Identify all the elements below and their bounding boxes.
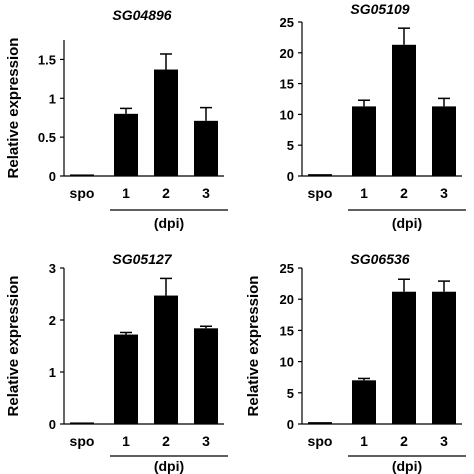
chart-1-ytick-label: 0 bbox=[287, 169, 294, 184]
chart-3-category-label: spo bbox=[308, 433, 333, 449]
chart-1-bar-spo bbox=[308, 174, 332, 176]
chart-2-title: SG05127 bbox=[112, 251, 172, 267]
chart-2-ylabel: Relative expression bbox=[5, 276, 22, 417]
chart-2-category-label: 1 bbox=[122, 433, 130, 449]
chart-3-ytick-label: 15 bbox=[280, 323, 294, 338]
chart-1-category-label: 3 bbox=[440, 185, 448, 201]
chart-2-ytick-label: 3 bbox=[49, 261, 56, 276]
chart-1-ytick-label: 20 bbox=[280, 46, 294, 61]
chart-2-category-label: 3 bbox=[202, 433, 210, 449]
chart-3-ytick-label: 0 bbox=[287, 417, 294, 432]
chart-0-ytick-label: 1 bbox=[49, 91, 56, 106]
chart-2-ytick-label: 1 bbox=[49, 365, 56, 380]
chart-1-bar-2 bbox=[392, 44, 416, 177]
chart-0-category-label: 2 bbox=[162, 185, 170, 201]
chart-2-bar-spo bbox=[70, 422, 94, 424]
chart-1-ytick-label: 10 bbox=[280, 107, 294, 122]
chart-0-ytick-label: 0.5 bbox=[38, 130, 56, 145]
chart-0-category-label: 3 bbox=[202, 185, 210, 201]
chart-2-ytick-label: 0 bbox=[49, 417, 56, 432]
chart-2-category-label: spo bbox=[70, 433, 95, 449]
chart-3-ytick-label: 20 bbox=[280, 292, 294, 307]
chart-3-ytick-label: 25 bbox=[280, 261, 294, 276]
chart-3-ylabel: Relative expression bbox=[245, 276, 262, 417]
chart-0-bar-2 bbox=[154, 69, 178, 176]
chart-1-category-label: 2 bbox=[400, 185, 408, 201]
chart-0-bar-spo bbox=[70, 174, 94, 176]
chart-3-bar-2 bbox=[392, 291, 416, 424]
chart-0-bar-1 bbox=[114, 113, 138, 176]
chart-3-bar-spo bbox=[308, 422, 332, 424]
chart-0-group-label: (dpi) bbox=[154, 215, 184, 231]
chart-1-ytick-label: 5 bbox=[287, 138, 294, 153]
chart-2-bar-1 bbox=[114, 334, 138, 424]
chart-0-ytick-label: 1.5 bbox=[38, 52, 56, 67]
chart-0-category-label: spo bbox=[70, 185, 95, 201]
chart-3-category-label: 3 bbox=[440, 433, 448, 449]
chart-0-ytick-label: 0 bbox=[49, 169, 56, 184]
chart-3-category-label: 1 bbox=[360, 433, 368, 449]
chart-1-bar-3 bbox=[432, 106, 456, 176]
chart-3-bar-1 bbox=[352, 380, 376, 424]
chart-1-title: SG05109 bbox=[350, 1, 409, 17]
chart-1-category-label: 1 bbox=[360, 185, 368, 201]
chart-1-category-label: spo bbox=[308, 185, 333, 201]
chart-1-ytick-label: 15 bbox=[280, 77, 294, 92]
chart-3-group-label: (dpi) bbox=[392, 458, 422, 474]
chart-2-ytick-label: 2 bbox=[49, 313, 56, 328]
chart-1-bar-1 bbox=[352, 106, 376, 176]
chart-0-bar-3 bbox=[194, 120, 218, 176]
chart-0-category-label: 1 bbox=[122, 185, 130, 201]
chart-2-bar-3 bbox=[194, 328, 218, 424]
chart-3-category-label: 2 bbox=[400, 433, 408, 449]
chart-1-ytick-label: 25 bbox=[280, 15, 294, 30]
chart-0-ylabel: Relative expression bbox=[5, 38, 22, 179]
chart-0-title: SG04896 bbox=[112, 7, 171, 23]
chart-3-ytick-label: 5 bbox=[287, 386, 294, 401]
chart-2-category-label: 2 bbox=[162, 433, 170, 449]
chart-3-title: SG06536 bbox=[350, 251, 409, 267]
chart-1-group-label: (dpi) bbox=[392, 215, 422, 231]
chart-2-bar-2 bbox=[154, 295, 178, 424]
chart-3-bar-3 bbox=[432, 291, 456, 424]
chart-3-ytick-label: 10 bbox=[280, 355, 294, 370]
chart-2-group-label: (dpi) bbox=[154, 458, 184, 474]
